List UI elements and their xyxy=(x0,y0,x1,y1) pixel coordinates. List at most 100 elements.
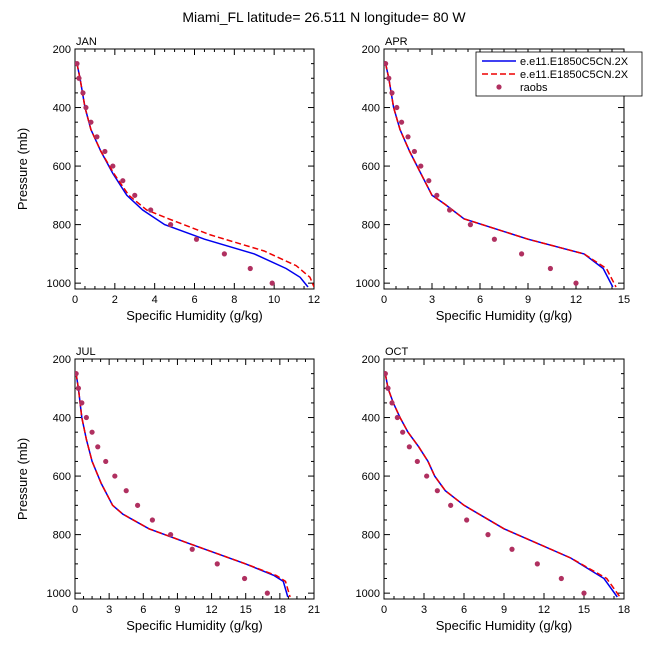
raobs-point xyxy=(389,400,395,406)
raobs-point xyxy=(405,134,411,140)
raobs-point xyxy=(148,207,154,213)
y-tick-label: 800 xyxy=(53,530,71,542)
plot-area xyxy=(384,371,621,598)
model-line-dashed xyxy=(384,373,621,598)
chart-panel-jan: JAN 0 2 4 6 8 10 12 200 400 600 800 1000 Specific Hum… xyxy=(15,36,320,323)
x-axis-label: Specific Humidity (g/kg) xyxy=(126,618,263,633)
raobs-point xyxy=(123,488,129,494)
raobs-point xyxy=(414,458,420,465)
y-axis-label: Pressure (mb) xyxy=(15,128,30,210)
y-tick-label: 600 xyxy=(53,161,71,173)
raobs-point xyxy=(149,517,155,523)
y-tick-label: 200 xyxy=(53,354,71,366)
raobs-point xyxy=(384,371,388,377)
model-line-solid xyxy=(76,63,309,288)
plot-frame xyxy=(74,358,315,600)
plot-area xyxy=(384,61,617,288)
raobs-point xyxy=(168,222,174,228)
y-tick-label: 200 xyxy=(362,354,380,366)
raobs-point xyxy=(491,236,497,242)
raobs-point xyxy=(75,385,82,391)
raobs-point xyxy=(110,163,116,169)
x-tick-label: 0 xyxy=(72,604,78,616)
raobs-point xyxy=(189,546,195,552)
x-tick-label: 10 xyxy=(268,294,280,306)
y-tick-label: 400 xyxy=(362,103,380,115)
raobs-point xyxy=(241,575,248,582)
panel-label: JUL xyxy=(76,346,96,358)
raobs-point xyxy=(94,134,100,140)
model-line-dashed xyxy=(384,63,617,288)
raobs-point xyxy=(221,251,227,257)
model-line-solid xyxy=(384,373,618,598)
y-tick-label: 400 xyxy=(362,413,380,425)
x-tick-label: 6 xyxy=(461,604,467,616)
raobs-point xyxy=(519,251,525,257)
raobs-point xyxy=(168,532,174,538)
y-tick-label: 400 xyxy=(53,103,71,115)
x-tick-label: 0 xyxy=(381,604,387,616)
x-tick-label: 0 xyxy=(381,294,387,306)
raobs-point xyxy=(434,488,440,494)
y-tick-label: 1000 xyxy=(356,588,380,600)
y-tick-label: 400 xyxy=(53,413,71,425)
chart-panel-oct: OCT 0 3 6 9 12 15 18 200 400 600 800 1000 Specific Hu… xyxy=(356,346,631,633)
raobs-point xyxy=(88,119,94,125)
panel-label: JAN xyxy=(76,36,97,48)
raobs-point xyxy=(134,502,141,508)
raobs-point xyxy=(95,444,101,450)
model-line-solid xyxy=(384,63,614,288)
y-tick-label: 1000 xyxy=(356,278,380,290)
raobs-point xyxy=(394,414,400,421)
raobs-point xyxy=(411,148,417,155)
x-tick-label: 3 xyxy=(106,604,112,616)
x-tick-label: 3 xyxy=(429,294,435,306)
legend-label: e.e11.E1850C5CN.2X xyxy=(520,56,629,68)
raobs-point xyxy=(547,265,554,272)
legend-label: e.e11.E1850C5CN.2X xyxy=(520,69,629,81)
raobs-point xyxy=(448,502,454,508)
raobs-point xyxy=(83,104,89,111)
raobs-point xyxy=(385,385,391,391)
x-tick-label: 12 xyxy=(570,294,582,306)
y-tick-label: 200 xyxy=(362,44,380,56)
x-tick-label: 18 xyxy=(274,604,286,616)
x-axis-label: Specific Humidity (g/kg) xyxy=(436,308,573,323)
raobs-point xyxy=(384,61,389,67)
raobs-point xyxy=(424,473,430,479)
figure-title: Miami_FL latitude= 26.511 N longitude= 8… xyxy=(182,9,466,25)
x-tick-label: 0 xyxy=(72,294,78,306)
plot-area xyxy=(75,371,291,598)
x-tick-label: 3 xyxy=(421,604,427,616)
raobs-point xyxy=(509,546,515,552)
raobs-point xyxy=(214,561,220,567)
raobs-point xyxy=(89,429,95,435)
raobs-point xyxy=(467,222,473,228)
y-tick-label: 800 xyxy=(53,220,71,232)
raobs-point xyxy=(399,119,405,125)
panel-label: OCT xyxy=(385,346,409,358)
model-line-dashed xyxy=(75,373,291,598)
raobs-point xyxy=(447,207,453,213)
raobs-point xyxy=(120,178,126,184)
x-tick-label: 6 xyxy=(191,294,197,306)
y-tick-label: 600 xyxy=(53,471,71,483)
legend-swatch-marker xyxy=(496,84,502,90)
x-tick-label: 12 xyxy=(308,294,320,306)
raobs-point xyxy=(102,148,108,155)
raobs-point xyxy=(573,280,579,286)
raobs-point xyxy=(193,236,200,242)
raobs-point xyxy=(485,532,491,538)
model-line-solid xyxy=(75,373,289,598)
raobs-point xyxy=(76,75,82,81)
raobs-point xyxy=(558,575,564,582)
chart-panel-apr: APR 0 3 6 9 12 15 200 400 600 800 1000 Specific Humi… xyxy=(356,36,631,323)
raobs-point xyxy=(426,178,432,184)
y-tick-label: 600 xyxy=(362,161,380,173)
x-tick-label: 21 xyxy=(308,604,320,616)
x-tick-label: 9 xyxy=(501,604,507,616)
y-tick-label: 1000 xyxy=(47,588,71,600)
x-tick-label: 18 xyxy=(618,604,630,616)
raobs-point xyxy=(132,192,138,198)
